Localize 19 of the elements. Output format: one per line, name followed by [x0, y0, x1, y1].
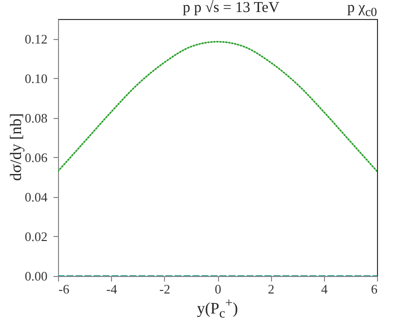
x-tick-label: 0: [214, 282, 222, 296]
x-tick-label: 4: [321, 282, 328, 296]
y-tick-label: 0.04: [24, 189, 48, 204]
x-tick-label: -2: [159, 282, 170, 296]
y-tick-label: 0.12: [24, 31, 48, 46]
x-tick-label: 6: [371, 282, 378, 296]
y-tick-label: 0.08: [24, 110, 48, 126]
y-tick-label: 0.06: [24, 150, 48, 165]
chart-title: p p √s = 13 TeV: [182, 0, 280, 16]
x-tick-label: -6: [58, 282, 70, 296]
x-axis-title: y(P$_{c}$$^{+}$): [196, 295, 239, 322]
text: p χ$_{c0}$: [347, 0, 377, 20]
y-tick-label: 0.10: [24, 70, 48, 86]
y-tick-label: 0.00: [24, 268, 48, 284]
x-tick-label: -4: [106, 282, 118, 296]
y-axis-title: dσ/dy [nb]: [8, 112, 25, 183]
line-series: [58, 40, 377, 172]
x-tick-label: 2: [268, 282, 274, 296]
y-tick-label: 0.02: [24, 228, 48, 244]
